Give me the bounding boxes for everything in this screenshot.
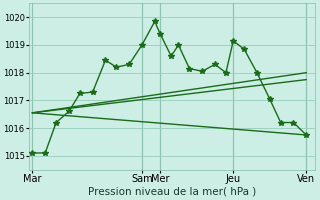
- X-axis label: Pression niveau de la mer( hPa ): Pression niveau de la mer( hPa ): [88, 187, 256, 197]
